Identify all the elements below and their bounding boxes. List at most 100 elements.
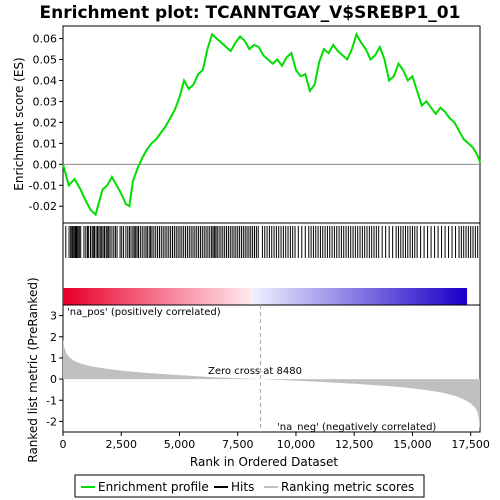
legend-label-hits: Hits (231, 480, 254, 494)
gradient-cell (372, 288, 377, 305)
gradient-cell (352, 288, 357, 305)
gradient-cell (311, 288, 316, 305)
gradient-cell (392, 288, 397, 305)
gradient-cell (207, 288, 212, 305)
gradient-cell (409, 288, 414, 305)
gradient-cell (163, 288, 168, 305)
gradient-cell (234, 288, 239, 305)
gradient-cell (459, 288, 464, 305)
gradient-cell (110, 288, 115, 305)
es-y-tick-label: 0.05 (33, 54, 58, 67)
gradient-cell (251, 288, 256, 305)
gradient-cell (449, 288, 454, 305)
gradient-cell (331, 288, 336, 305)
gradient-cell (402, 288, 407, 305)
gradient-cell (237, 288, 242, 305)
x-ticks: 0 2,500 5,000 7,500 10,000 12,500 15,000 17,500 (60, 432, 490, 451)
gradient-cell (177, 288, 182, 305)
metric-y-tick-label: 1 (50, 352, 57, 365)
gradient-cell (368, 288, 373, 305)
gradient-cell (452, 288, 457, 305)
gradient-cell (301, 288, 306, 305)
x-axis-label: Rank in Ordered Dataset (190, 455, 338, 469)
x-tick-label: 2,500 (105, 438, 137, 451)
gradient-cell (103, 288, 108, 305)
gradient-cell (63, 288, 68, 305)
es-panel-frame (62, 25, 481, 224)
es-y-tick-label: 0.03 (33, 95, 58, 108)
pos-label: 'na_pos' (positively correlated) (67, 307, 221, 318)
legend-label-enrichment: Enrichment profile (98, 480, 209, 494)
gradient-cell (261, 288, 266, 305)
x-tick-label: 17,500 (451, 438, 490, 451)
gradient-cell (190, 288, 195, 305)
gradient-cell (281, 288, 286, 305)
es-y-tick-label: 0.06 (33, 33, 58, 46)
gradient-cell (244, 288, 249, 305)
neg-label: 'na_neg' (negatively correlated) (277, 422, 436, 433)
gradient-cell (284, 288, 289, 305)
es-y-tick-label: 0.02 (33, 116, 58, 129)
es-y-tick-label: -0.01 (29, 179, 57, 192)
metric-panel: -2 -1 0 1 2 3 'na_pos' (positively correlated… (26, 277, 490, 469)
gradient-cell (197, 288, 202, 305)
gradient-cell (257, 288, 263, 305)
gradient-cell (83, 288, 88, 305)
gradient-cell (321, 288, 326, 305)
gradient-cell (140, 288, 145, 305)
gradient-cell (160, 288, 165, 305)
gradient-cell (268, 288, 273, 305)
legend-frame (74, 474, 425, 498)
gradient-cell (298, 288, 303, 305)
gradient-cell (73, 288, 78, 305)
gradient-cell (422, 288, 427, 305)
metric-y-tick-label: -2 (46, 415, 57, 428)
es-y-axis-label: Enrichment score (ES) (12, 57, 26, 190)
metric-y-tick-label: 3 (50, 310, 57, 323)
gradient-cell (456, 288, 461, 305)
gradient-cell (147, 288, 152, 305)
gradient-cell (405, 288, 410, 305)
gradient-cell (264, 288, 269, 305)
legend: Enrichment profile Hits Ranking metric s… (74, 474, 425, 498)
gradient-cell (325, 288, 330, 305)
gradient-cell (143, 288, 148, 305)
gradient-cell (184, 288, 189, 305)
gradient-cell (170, 288, 175, 305)
x-tick-label: 15,000 (393, 438, 432, 451)
gradient-cell (291, 288, 296, 305)
gradient-cell (99, 288, 105, 305)
es-y-tick-label: 0.01 (33, 137, 58, 150)
metric-y-axis-label: Ranked list metric (PreRanked) (26, 277, 40, 462)
es-y-tick-label: 0.04 (33, 74, 58, 87)
es-y-tick-label: 0.00 (33, 158, 58, 171)
gradient-cell (173, 288, 178, 305)
gradient-cell (217, 288, 222, 305)
gradient-cell (150, 288, 155, 305)
gradient-cell (204, 288, 209, 305)
gradient-cell (338, 288, 343, 305)
gradient-cell (378, 288, 384, 305)
x-tick-label: 10,000 (277, 438, 316, 451)
gradient-cell (375, 288, 380, 305)
gradient-cell (254, 288, 259, 305)
metric-area (63, 338, 480, 430)
gradient-cell (153, 288, 158, 305)
gradient-cell (385, 288, 390, 305)
gradient-cell (335, 288, 340, 305)
gradient-cell (345, 288, 350, 305)
es-panel: -0.02 -0.01 0.00 0.01 0.02 0.03 0.04 0.05 0.06 E… (12, 25, 481, 224)
x-tick-label: 12,500 (335, 438, 374, 451)
chart-title: Enrichment plot: TCANNTGAY_V$SREBP1_01 (40, 3, 461, 23)
gradient-cell (308, 288, 313, 305)
gradient-cell (294, 288, 300, 305)
metric-y-tick-label: 2 (50, 331, 57, 344)
gradient-cell (133, 288, 138, 305)
x-tick-label: 0 (60, 438, 67, 451)
legend-label-metric: Ranking metric scores (281, 480, 414, 494)
gradient-cell (136, 288, 142, 305)
x-tick-label: 7,500 (222, 438, 254, 451)
gradient-cell (200, 288, 205, 305)
gradient-cell (210, 288, 215, 305)
